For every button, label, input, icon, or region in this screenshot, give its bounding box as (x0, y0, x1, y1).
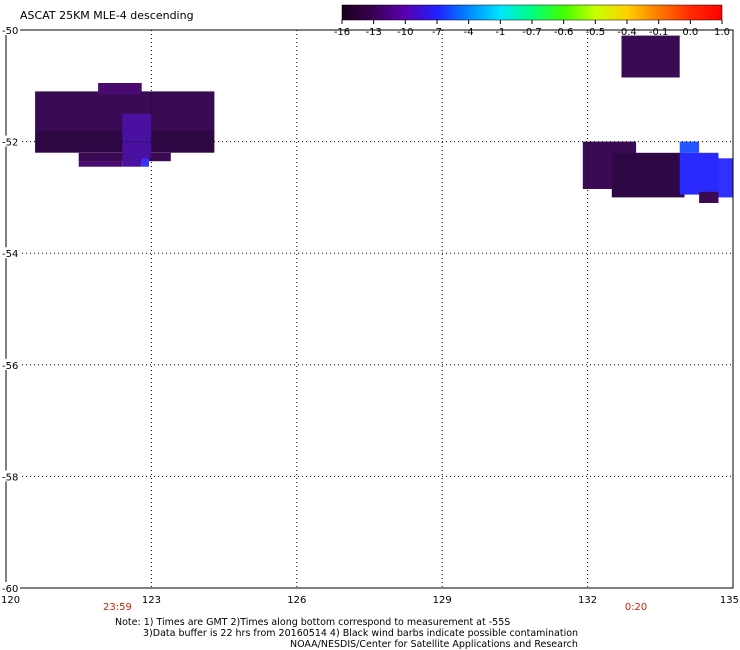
colorbar-tick-label: -4 (464, 27, 474, 38)
lon-label: 126 (287, 595, 306, 606)
lat-label: -50 (2, 26, 18, 37)
data-cell-4 (78, 161, 123, 167)
colorbar-tick-label: 1.0 (714, 27, 730, 38)
data-cell-5 (122, 113, 152, 159)
lon-label: 123 (142, 595, 161, 606)
data-cell-7 (141, 158, 149, 167)
colorbar-tick-label: -1 (495, 27, 505, 38)
colorbar-tick-label: -10 (397, 27, 413, 38)
data-cell-12 (679, 152, 719, 195)
lat-label: -60 (2, 584, 18, 595)
lon-label: 135 (720, 595, 739, 606)
colorbar-tick-label: -16 (334, 27, 350, 38)
lat-label: -56 (2, 361, 18, 372)
time-label: 23:59 (103, 602, 132, 613)
note-line-2: 3)Data buffer is 22 hrs from 20160514 4)… (143, 628, 578, 639)
data-cell-6 (122, 158, 142, 167)
lat-label-bg (0, 582, 20, 593)
note-line-3: NOAA/NESDIS/Center for Satellite Applica… (290, 639, 578, 650)
data-cell-8 (621, 35, 680, 78)
colorbar-legend: -16 -13 -10 -7 -4 -1 -0.7 -0.6 -0.5 -0.4 -0.1 0.0 1.… (334, 4, 730, 38)
data-cell-10 (611, 152, 685, 198)
lon-label: 120 (1, 595, 20, 606)
colorbar-tick-label: 0.0 (682, 27, 698, 38)
time-labels: 23:59 0:20 (103, 602, 647, 613)
footnote: Note: 1) Times are GMT 2)Times along bot… (115, 617, 578, 650)
lat-label: -54 (2, 249, 18, 260)
lat-label: -58 (2, 472, 18, 483)
lat-label-bg (0, 24, 20, 35)
data-cell-13 (718, 158, 733, 198)
colorbar-tick-label: -7 (432, 27, 442, 38)
note-line-1: Note: 1) Times are GMT 2)Times along bot… (115, 617, 510, 628)
lat-label: -52 (2, 138, 18, 149)
time-label: 0:20 (625, 602, 647, 613)
colorbar-tick-label: -0.6 (554, 27, 574, 38)
map-title: ASCAT 25KM MLE-4 descending (20, 9, 194, 22)
lat-label-bg (0, 247, 20, 259)
colorbar-gradient (341, 4, 723, 21)
lat-label-bg (0, 358, 20, 370)
data-cell-14 (699, 191, 719, 203)
colorbar-tick-label: -0.7 (522, 27, 542, 38)
lat-label-bg (0, 135, 20, 147)
data-cell-3 (98, 83, 142, 95)
plot-frame (5, 29, 734, 589)
colorbar-tick-label: -0.5 (586, 27, 606, 38)
colorbar-tick-label: -13 (365, 27, 381, 38)
lon-label: 129 (433, 595, 452, 606)
data-cell-11 (679, 141, 700, 153)
colorbar-tick-label: -0.1 (649, 27, 669, 38)
colorbar-tick-label: -0.4 (617, 27, 637, 38)
lon-label: 132 (578, 595, 597, 606)
lat-label-bg (0, 470, 20, 482)
